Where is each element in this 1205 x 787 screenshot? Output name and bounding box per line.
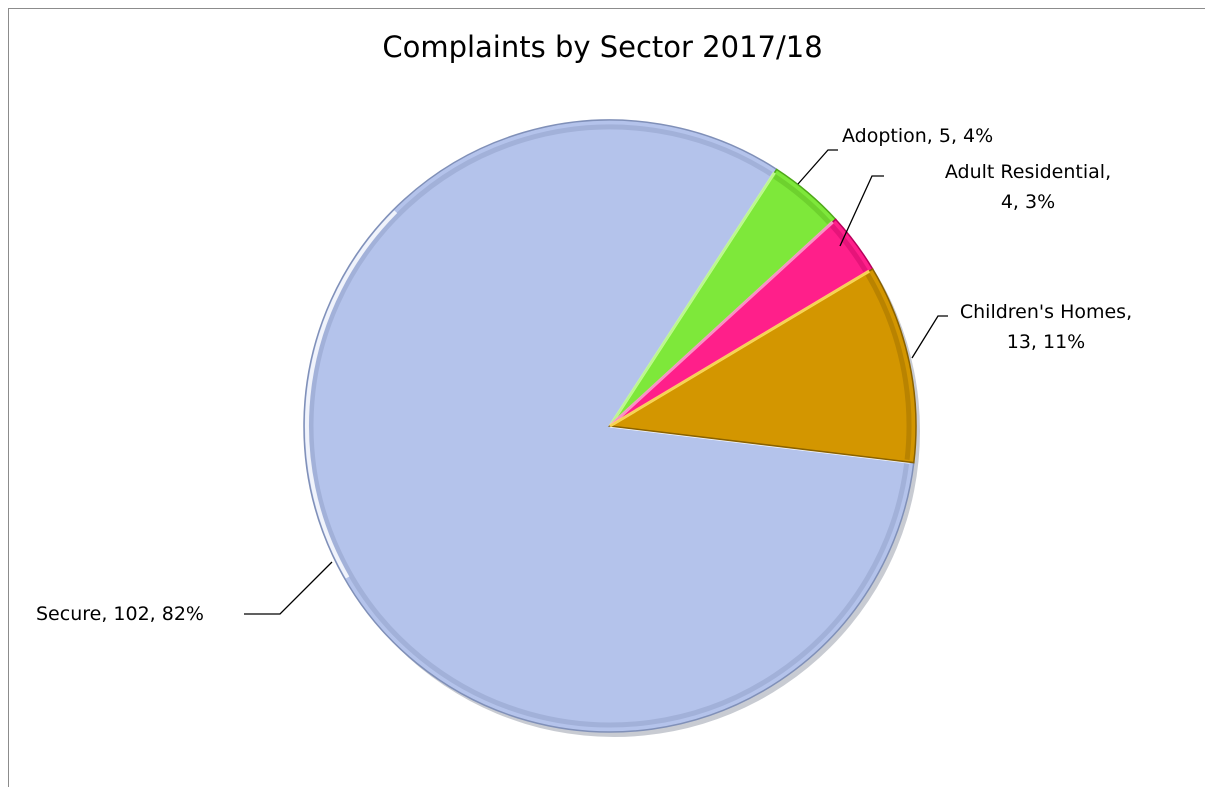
leader-line <box>839 175 884 247</box>
data-label: Adoption, 5, 4% <box>842 125 993 147</box>
data-label-line: Adoption, 5, 4% <box>842 125 993 147</box>
slice-edge-highlight <box>608 171 776 427</box>
data-label-line: Secure, 102, 82% <box>36 603 204 625</box>
data-label: Secure, 102, 82% <box>36 603 204 625</box>
data-label-line: 13, 11% <box>1007 331 1086 353</box>
leader-line <box>911 315 948 359</box>
slice-bevel <box>308 124 910 728</box>
leader-line <box>244 561 333 615</box>
slice-edge-highlight <box>608 220 834 428</box>
pie-gloss <box>305 210 398 579</box>
data-label-line: Children's Homes, <box>960 301 1132 323</box>
chart-title: Complaints by Sector 2017/18 <box>382 30 823 64</box>
data-label: Adult Residential, 4, 3% <box>945 161 1111 213</box>
slice-bevel <box>830 223 868 273</box>
data-label: Children's Homes, 13, 11% <box>960 301 1132 353</box>
leader-line <box>797 149 838 185</box>
pie-slice-children-s-homes <box>607 267 917 464</box>
data-label-line: Adult Residential, <box>945 161 1111 183</box>
slice-bevel <box>865 273 912 460</box>
data-label-line: 4, 3% <box>1001 191 1055 213</box>
slice-bevel <box>773 174 831 225</box>
slice-edge-highlight <box>609 269 870 428</box>
